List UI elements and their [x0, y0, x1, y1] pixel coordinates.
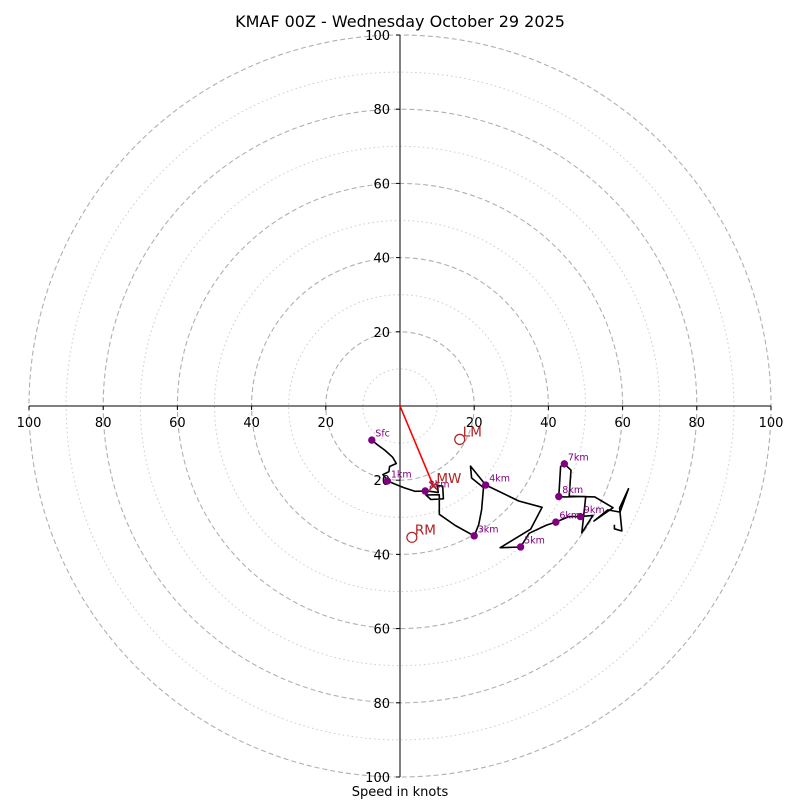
motion-label-LM: LM [463, 424, 482, 440]
y-tick-label: 20 [373, 326, 390, 341]
height-marker-label-1km: 1km [391, 469, 412, 480]
height-marker-9km [576, 512, 585, 521]
y-tick-label: 100 [365, 29, 390, 44]
y-tick-label: 40 [373, 548, 390, 563]
y-tick-label: 80 [373, 697, 390, 712]
height-marker-4km [482, 481, 490, 489]
y-tick-label: 100 [365, 771, 390, 786]
height-marker-Sfc [368, 436, 376, 444]
height-marker-5km [516, 543, 525, 551]
height-marker-label-7km: 7km [568, 452, 589, 463]
motion-marker-LM [454, 433, 466, 445]
hodograph-trace [371, 439, 630, 549]
shear-vector-layer [399, 405, 435, 487]
y-tick-label: 60 [373, 177, 390, 192]
height-marker-label-Sfc: Sfc [375, 429, 390, 440]
height-marker-label-2km: 2km [429, 479, 450, 490]
motion-marker-RM [406, 531, 418, 543]
hodograph-trace-layer [371, 439, 630, 549]
height-marker-label-3km: 3km [478, 524, 499, 535]
y-tick-label: 40 [373, 252, 390, 267]
x-tick-label: 60 [169, 416, 186, 431]
x-tick-label: 80 [689, 416, 706, 431]
height-marker-label-4km: 4km [489, 474, 510, 485]
chart-title: KMAF 00Z - Wednesday October 29 2025 [235, 12, 565, 31]
motion-label-RM: RM [415, 522, 436, 538]
height-marker-8km [555, 492, 563, 501]
x-tick-label: 100 [759, 416, 784, 431]
y-tick-label: 60 [373, 623, 390, 638]
height-marker-label-8km: 8km [562, 485, 583, 496]
height-marker-6km [552, 518, 560, 526]
storm-motion-markers: LM MW RM [406, 424, 482, 543]
height-marker-3km [470, 532, 478, 540]
x-tick-label: 20 [466, 416, 483, 431]
x-tick-label: 20 [318, 416, 335, 431]
height-marker-1km [383, 477, 392, 485]
height-marker-2km [421, 487, 429, 495]
height-marker-7km [560, 460, 569, 468]
x-tick-label: 60 [614, 416, 631, 431]
height-marker-label-6km: 6km [559, 511, 580, 522]
motion-label-MW: MW [436, 471, 461, 487]
x-tick-label: 40 [243, 416, 260, 431]
motion-marker-MW-b [428, 481, 438, 491]
y-tick-label: 80 [373, 103, 390, 118]
x-tick-label: 80 [95, 416, 112, 431]
x-tick-label: 100 [17, 416, 42, 431]
shear-vector-line [399, 405, 435, 487]
height-marker-label-5km: 5km [524, 535, 545, 546]
x-tick-label: 40 [540, 416, 557, 431]
height-marker-label-9km: 9km [584, 505, 605, 516]
x-axis-label: Speed in knots [352, 785, 449, 800]
